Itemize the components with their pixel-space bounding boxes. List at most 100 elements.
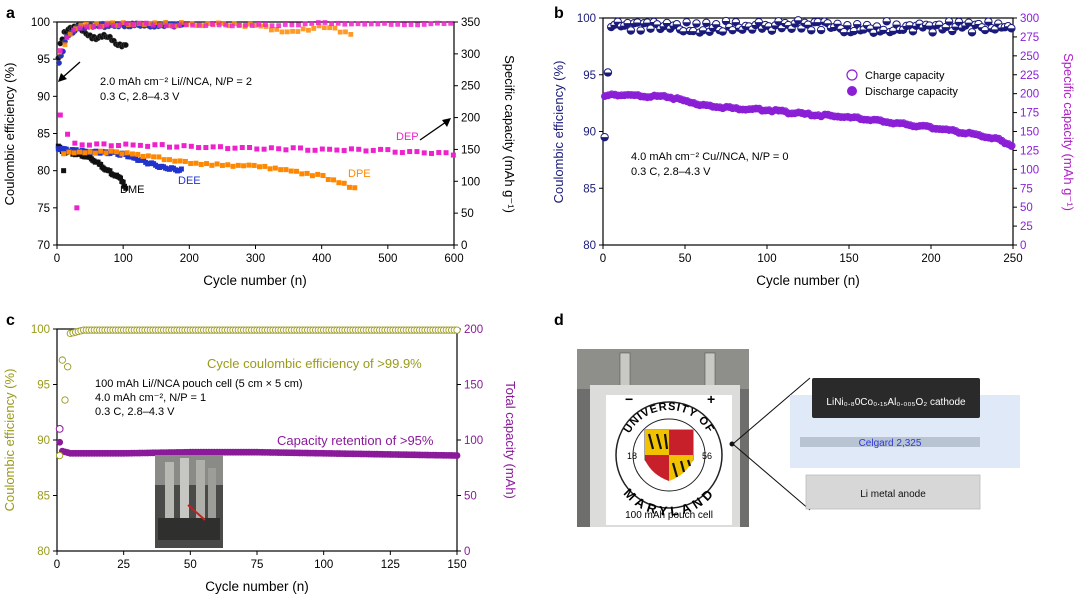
panel-d-letter: d bbox=[554, 312, 564, 329]
panel-b-x-ticks: 0 50 100 150 200 250 bbox=[600, 245, 1023, 265]
ce-point-half bbox=[925, 25, 934, 30]
capacity-point-dep bbox=[407, 149, 413, 155]
capacity-point-dpe bbox=[92, 150, 98, 156]
ce-point-half bbox=[699, 30, 707, 34]
ce-point-dep bbox=[375, 21, 381, 27]
capacity-point-dpe bbox=[82, 150, 88, 156]
panel-a-letter: a bbox=[6, 5, 15, 22]
y-right-tick-label: 150 bbox=[1020, 127, 1039, 139]
photo-clamp-rod-4 bbox=[208, 468, 216, 518]
x-tick-label: 0 bbox=[54, 559, 60, 571]
ce-point-dep bbox=[243, 22, 248, 28]
ce-point-dep bbox=[157, 23, 162, 29]
capacity-point-dpe bbox=[98, 148, 104, 154]
photo-clamp-rod-1 bbox=[165, 462, 174, 522]
ce-point-dep bbox=[130, 22, 136, 27]
y-right-tick-label: 50 bbox=[1020, 202, 1033, 214]
ce-point-dpe bbox=[163, 20, 168, 25]
x-tick-label: 600 bbox=[444, 253, 463, 265]
seal-shield-q1 bbox=[645, 430, 669, 455]
capacity-point-dpe bbox=[309, 173, 315, 179]
capacity-point-dme bbox=[123, 185, 129, 191]
ce-point-dep bbox=[276, 23, 282, 29]
capacity-point-dpe bbox=[320, 172, 326, 178]
ce-point-dpe bbox=[253, 23, 258, 28]
x-tick-label: 75 bbox=[251, 559, 264, 571]
x-tick-label: 150 bbox=[447, 559, 466, 571]
capacity-point-dpe bbox=[209, 162, 215, 168]
panel-a-arrow-right bbox=[419, 121, 447, 141]
ce-point-dpe bbox=[78, 22, 84, 28]
ce-point-half bbox=[682, 22, 691, 26]
y-left-tick-label: 95 bbox=[583, 70, 596, 82]
ce-point-dpe bbox=[337, 29, 343, 35]
ce-point-dep bbox=[216, 22, 222, 28]
capacity-point-dep bbox=[334, 147, 340, 153]
capacity-point-dep bbox=[166, 144, 172, 150]
ce-point-half bbox=[840, 32, 848, 36]
ce-point bbox=[453, 326, 461, 334]
capacity-point-dpe bbox=[156, 154, 162, 160]
ce-point-dep bbox=[210, 21, 215, 27]
capacity-point-dpe bbox=[161, 157, 167, 163]
panel-a-series-label-dee: DEE bbox=[178, 175, 201, 187]
capacity-point bbox=[56, 438, 64, 446]
pouch-photo-top-region bbox=[577, 349, 749, 389]
capacity-point-dpe bbox=[151, 154, 157, 160]
ce-point-half bbox=[850, 31, 858, 35]
capacity-point-dee bbox=[178, 166, 184, 172]
capacity-point-dpe bbox=[119, 151, 125, 157]
ce-point-half bbox=[945, 21, 953, 26]
ce-point-dpe bbox=[152, 20, 158, 26]
ce-point-half bbox=[817, 30, 825, 34]
first-cycle-charge-point bbox=[55, 425, 64, 433]
y-right-tick-label: 200 bbox=[1020, 89, 1039, 101]
seal-shield-q4-stripes bbox=[671, 459, 692, 478]
zoom-line-upper bbox=[733, 377, 811, 444]
capacity-point-dpe bbox=[246, 162, 252, 168]
y-right-tick-label: 200 bbox=[464, 324, 483, 336]
pouch-minus-sign: − bbox=[625, 391, 633, 407]
ce-point-dep bbox=[223, 22, 229, 28]
capacity-point-dpe bbox=[66, 149, 72, 155]
capacity-point-dpe bbox=[272, 165, 278, 171]
photo-red-wire bbox=[187, 504, 206, 521]
cathode-layer bbox=[812, 378, 980, 418]
y-right-tick-label: 100 bbox=[464, 435, 483, 447]
panel-a-series-label-dpe: DPE bbox=[348, 168, 371, 180]
capacity-point-dpe bbox=[103, 150, 109, 156]
y-left-tick-label: 85 bbox=[583, 183, 596, 195]
panel-c-capacity-label: Capacity retention of >95% bbox=[277, 433, 434, 448]
capacity-point-dep bbox=[283, 147, 289, 153]
ce-point-half bbox=[791, 23, 799, 28]
capacity-point-dpe bbox=[230, 163, 236, 169]
ce-point-dep bbox=[57, 48, 63, 53]
ce-point-half bbox=[909, 31, 917, 35]
y-left-tick-label: 70 bbox=[37, 240, 50, 252]
capacity-point-dpe bbox=[188, 161, 194, 167]
capacity-point-dep bbox=[225, 146, 231, 152]
ce-point-half bbox=[814, 22, 822, 26]
ce-point-dpe bbox=[173, 23, 179, 29]
y-right-tick-label: 300 bbox=[1020, 13, 1039, 25]
panel-a-arrowhead-left bbox=[58, 73, 67, 82]
ce-point-dep bbox=[368, 21, 374, 27]
capacity-point-dpe bbox=[299, 171, 305, 177]
capacity-point-dpe bbox=[267, 166, 273, 172]
capacity-point-dep bbox=[101, 141, 107, 147]
capacity-point-dep bbox=[341, 148, 347, 154]
ce-point-dep bbox=[322, 20, 328, 25]
ce-point-dpe bbox=[316, 23, 322, 29]
ce-point-half bbox=[889, 30, 897, 35]
capacity-point-dep bbox=[414, 149, 420, 155]
panel-a-y-right-label: Specific capacity (mAh g⁻¹) bbox=[502, 55, 517, 213]
ce-point-half bbox=[748, 29, 756, 34]
capacity-point-dpe bbox=[278, 167, 284, 173]
photo-clamp-rod-3 bbox=[196, 460, 205, 522]
panel-a-marks bbox=[55, 19, 456, 211]
ce-point-dpe bbox=[343, 29, 348, 35]
ce-point-half bbox=[604, 72, 612, 77]
ce-point-dep bbox=[401, 22, 407, 28]
capacity-point-dep bbox=[159, 142, 165, 148]
pouch-caption: 100 mAh pouch cell bbox=[625, 510, 713, 521]
